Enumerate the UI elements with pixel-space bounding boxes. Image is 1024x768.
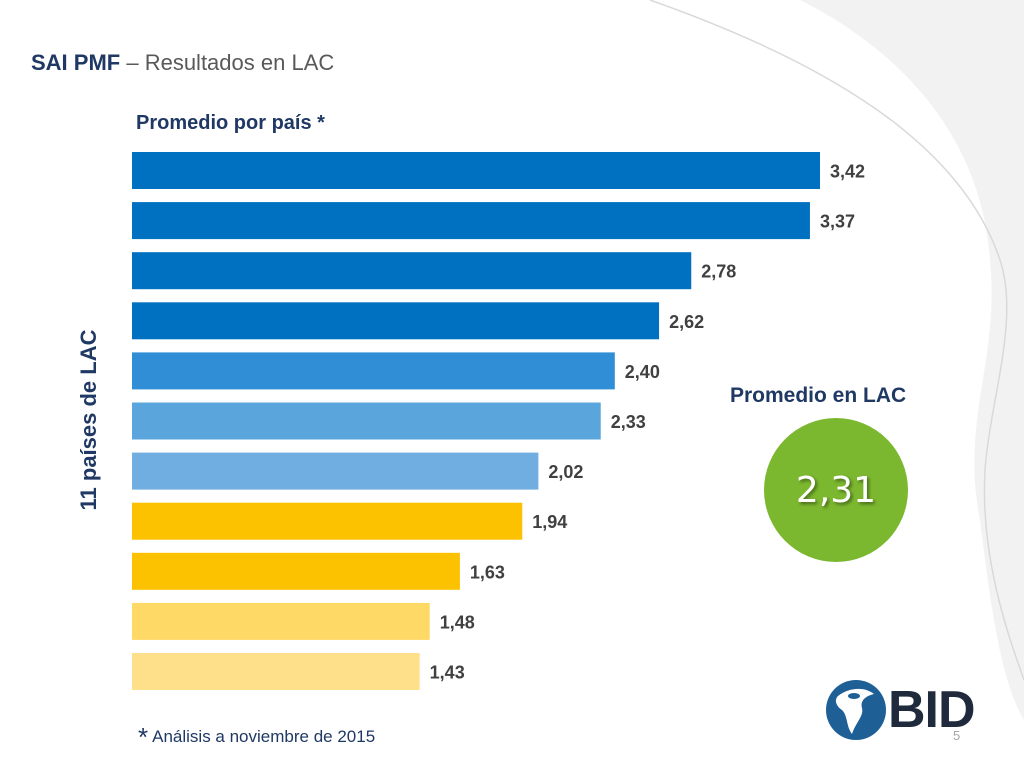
bar-value-label-7: 2,02 <box>548 462 583 482</box>
bar-9 <box>132 552 460 590</box>
bar-value-label-6: 2,33 <box>611 412 646 432</box>
bar-4 <box>132 302 660 340</box>
bar-value-label-2: 3,37 <box>820 212 855 232</box>
bar-value-label-8: 1,94 <box>532 512 567 532</box>
bar-6 <box>132 402 601 440</box>
bar-1 <box>132 152 820 189</box>
page-number: 5 <box>953 728 961 743</box>
bar-11 <box>132 653 420 690</box>
chart-title: Promedio por país * <box>136 112 325 134</box>
slide-title: SAI PMF – Resultados en LAC <box>31 50 334 76</box>
bar-10 <box>132 602 430 640</box>
footnote: * Análisis a noviembre de 2015 <box>138 718 376 752</box>
bid-logo-text: BID <box>888 681 976 739</box>
bar-5 <box>132 352 615 390</box>
bid-globe-icon <box>826 680 886 740</box>
slide-title-bold: SAI PMF <box>31 50 121 75</box>
bar-value-label-1: 3,42 <box>830 162 865 182</box>
slide-title-rest: – Resultados en LAC <box>120 50 335 75</box>
lac-average-value: 2,31 <box>795 469 877 511</box>
bar-2 <box>132 202 810 240</box>
bar-value-label-3: 2,78 <box>701 262 736 282</box>
lac-average-circle: 2,31 <box>764 418 908 562</box>
bar-value-label-5: 2,40 <box>625 362 660 382</box>
footnote-text: Análisis a noviembre de 2015 <box>152 727 376 746</box>
bar-value-label-9: 1,63 <box>470 562 505 582</box>
bar-8 <box>132 502 523 540</box>
bar-3 <box>132 252 692 290</box>
bid-logo: BID <box>826 676 996 746</box>
bar-value-label-4: 2,62 <box>669 312 704 332</box>
bar-value-label-10: 1,48 <box>440 612 475 632</box>
lac-average-label: Promedio en LAC <box>730 384 907 407</box>
footnote-star: * <box>138 722 149 752</box>
bar-value-label-11: 1,43 <box>430 663 465 683</box>
bar-7 <box>132 452 539 490</box>
